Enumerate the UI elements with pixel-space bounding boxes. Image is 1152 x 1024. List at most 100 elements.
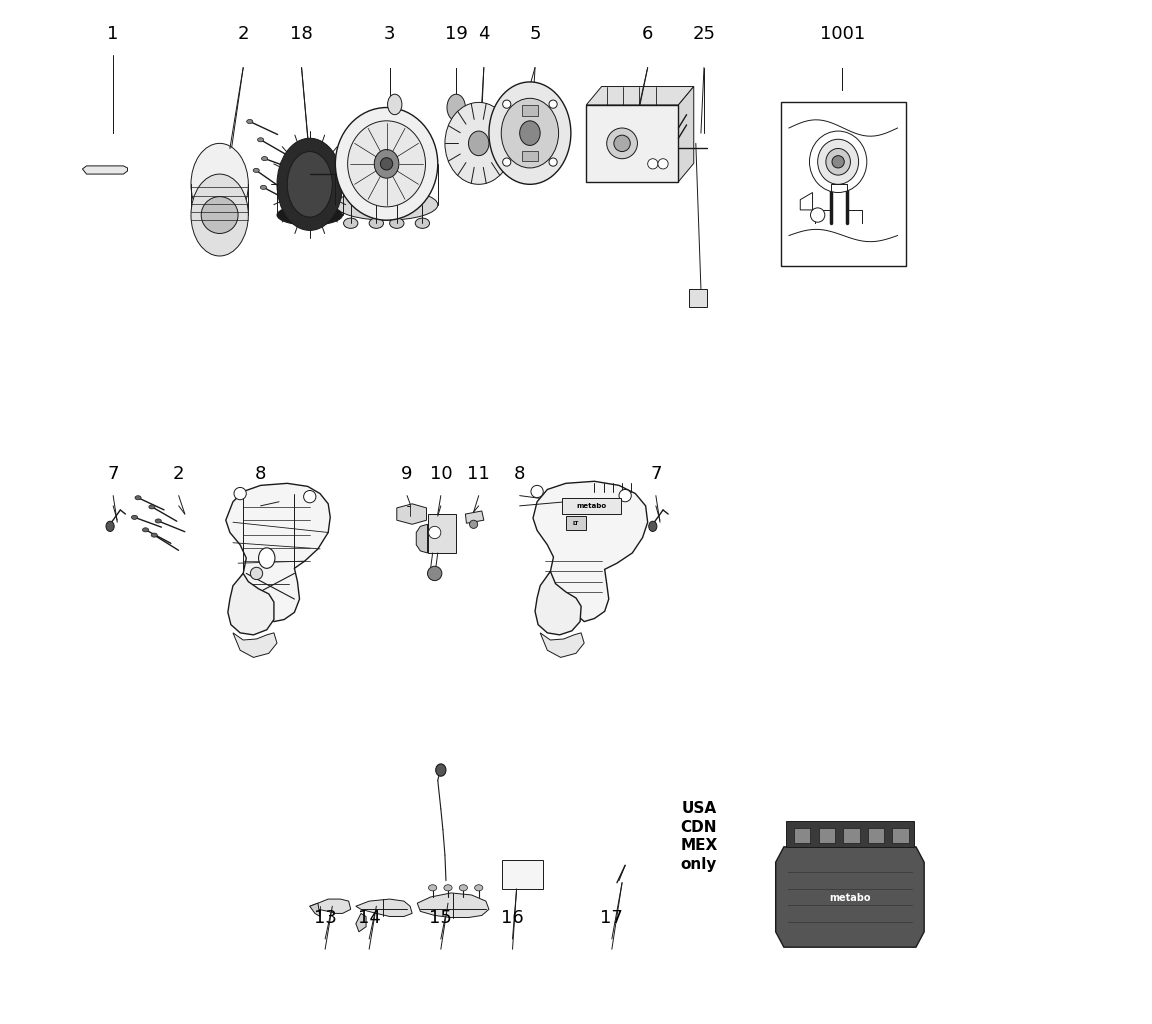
- Ellipse shape: [287, 152, 332, 217]
- Ellipse shape: [488, 82, 571, 184]
- Ellipse shape: [470, 520, 478, 528]
- Ellipse shape: [429, 885, 437, 891]
- Ellipse shape: [445, 102, 513, 184]
- Ellipse shape: [380, 158, 393, 170]
- Text: 17: 17: [600, 908, 623, 927]
- Text: 19: 19: [445, 25, 468, 43]
- Ellipse shape: [647, 159, 658, 169]
- Ellipse shape: [619, 489, 631, 502]
- Text: 13: 13: [313, 908, 336, 927]
- Bar: [522, 105, 538, 116]
- Polygon shape: [679, 87, 694, 182]
- Ellipse shape: [818, 139, 858, 184]
- Ellipse shape: [520, 121, 540, 145]
- Ellipse shape: [343, 218, 358, 228]
- Polygon shape: [535, 571, 581, 635]
- Ellipse shape: [498, 139, 503, 145]
- Polygon shape: [801, 193, 812, 210]
- Bar: [427, 514, 456, 553]
- Polygon shape: [533, 481, 647, 623]
- Ellipse shape: [832, 156, 844, 168]
- Ellipse shape: [427, 566, 442, 581]
- Ellipse shape: [501, 98, 559, 168]
- Text: 18: 18: [290, 25, 313, 43]
- Ellipse shape: [106, 521, 114, 531]
- Text: 2: 2: [237, 25, 249, 43]
- Ellipse shape: [202, 197, 238, 233]
- Polygon shape: [228, 573, 274, 635]
- Polygon shape: [83, 166, 128, 174]
- Ellipse shape: [531, 485, 544, 498]
- Polygon shape: [417, 893, 488, 918]
- Text: only: only: [681, 857, 717, 871]
- Ellipse shape: [131, 515, 137, 519]
- Ellipse shape: [348, 121, 425, 207]
- Ellipse shape: [335, 189, 438, 220]
- Bar: [689, 289, 707, 307]
- Ellipse shape: [258, 138, 264, 142]
- Text: MEX: MEX: [680, 839, 718, 853]
- Polygon shape: [586, 87, 694, 105]
- Ellipse shape: [444, 885, 452, 891]
- Ellipse shape: [607, 128, 637, 159]
- Bar: [502, 860, 544, 889]
- Bar: [781, 102, 905, 266]
- Ellipse shape: [304, 490, 316, 503]
- Bar: [843, 828, 859, 843]
- Text: CDN: CDN: [681, 820, 718, 835]
- Ellipse shape: [247, 120, 252, 124]
- Ellipse shape: [369, 218, 384, 228]
- Polygon shape: [310, 903, 320, 916]
- Ellipse shape: [387, 94, 402, 115]
- Ellipse shape: [276, 138, 342, 230]
- Ellipse shape: [250, 567, 263, 580]
- Text: 7: 7: [650, 465, 661, 483]
- Ellipse shape: [614, 135, 630, 152]
- Ellipse shape: [550, 100, 558, 109]
- Polygon shape: [233, 633, 276, 657]
- Polygon shape: [356, 913, 366, 932]
- Text: 16: 16: [501, 908, 524, 927]
- Text: 1001: 1001: [819, 25, 865, 43]
- Polygon shape: [775, 847, 924, 947]
- Text: metabo: metabo: [829, 893, 871, 903]
- Text: 2: 2: [173, 465, 184, 483]
- Ellipse shape: [335, 108, 438, 220]
- Bar: [819, 828, 835, 843]
- Ellipse shape: [475, 885, 483, 891]
- Ellipse shape: [460, 885, 468, 891]
- Polygon shape: [416, 524, 427, 553]
- Ellipse shape: [389, 218, 404, 228]
- Polygon shape: [465, 511, 484, 523]
- Polygon shape: [786, 821, 914, 847]
- Ellipse shape: [826, 148, 850, 175]
- Ellipse shape: [429, 526, 441, 539]
- Ellipse shape: [260, 185, 266, 189]
- Text: LT: LT: [573, 521, 579, 525]
- Bar: [867, 828, 885, 843]
- Text: 8: 8: [514, 465, 525, 483]
- Polygon shape: [356, 899, 412, 916]
- Polygon shape: [226, 483, 331, 625]
- Text: metabo: metabo: [576, 503, 606, 509]
- Ellipse shape: [253, 168, 259, 172]
- Text: 10: 10: [430, 465, 452, 483]
- Ellipse shape: [435, 764, 446, 776]
- Bar: [566, 516, 586, 530]
- Ellipse shape: [234, 487, 247, 500]
- Ellipse shape: [149, 505, 156, 509]
- Ellipse shape: [374, 150, 399, 178]
- Polygon shape: [310, 899, 350, 913]
- Bar: [893, 828, 909, 843]
- Ellipse shape: [502, 100, 510, 109]
- Ellipse shape: [550, 158, 558, 166]
- Ellipse shape: [447, 94, 465, 121]
- Ellipse shape: [262, 157, 267, 161]
- Bar: [562, 498, 621, 514]
- Ellipse shape: [658, 159, 668, 169]
- Ellipse shape: [151, 534, 158, 538]
- Text: 9: 9: [401, 465, 412, 483]
- Ellipse shape: [469, 131, 488, 156]
- Ellipse shape: [502, 158, 510, 166]
- Ellipse shape: [191, 174, 249, 256]
